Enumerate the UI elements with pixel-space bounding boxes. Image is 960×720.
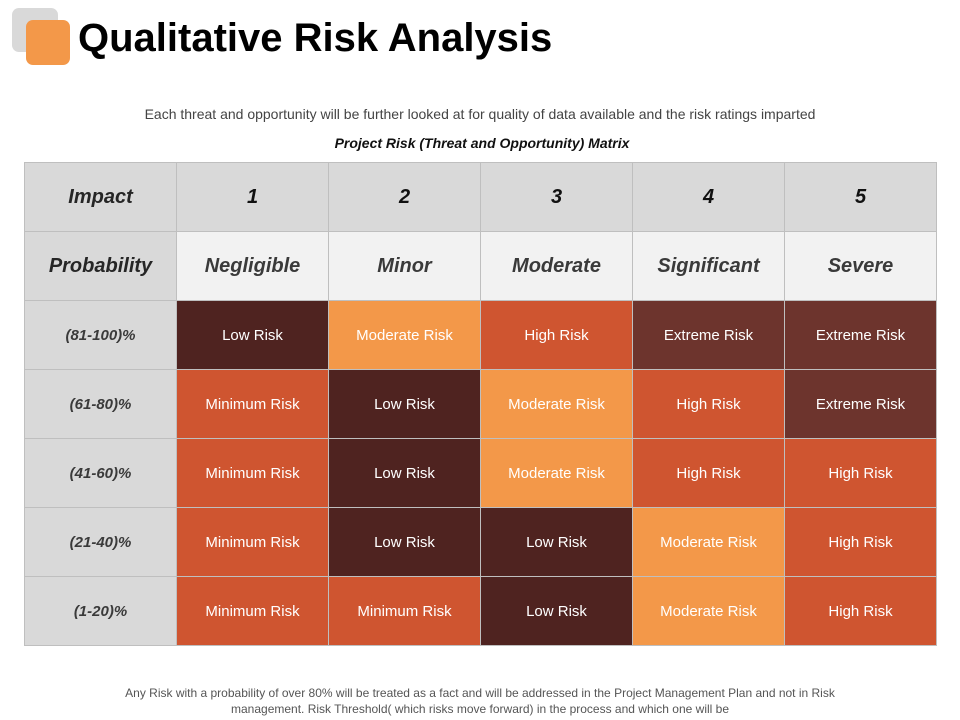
impact-number-4: 4 (632, 162, 785, 232)
risk-cell: High Risk (632, 369, 785, 439)
risk-cell: Extreme Risk (632, 300, 785, 370)
probability-range: (81-100)% (24, 300, 177, 370)
page-title: Qualitative Risk Analysis (78, 16, 553, 60)
risk-cell: Low Risk (328, 369, 481, 439)
probability-label: Probability (24, 231, 177, 301)
impact-name-severe: Severe (784, 231, 937, 301)
risk-cell: High Risk (480, 300, 633, 370)
risk-cell: High Risk (784, 438, 937, 508)
impact-number-row: Impact 1 2 3 4 5 (24, 162, 937, 232)
risk-cell: Moderate Risk (328, 300, 481, 370)
risk-cell: Extreme Risk (784, 300, 937, 370)
risk-cell: High Risk (632, 438, 785, 508)
probability-row-21-40: (21-40)% Minimum Risk Low Risk Low Risk … (24, 507, 937, 577)
footer-line-1: Any Risk with a probability of over 80% … (125, 686, 835, 700)
impact-name-significant: Significant (632, 231, 785, 301)
risk-cell: Moderate Risk (480, 369, 633, 439)
risk-matrix-table: Impact 1 2 3 4 5 Probability Negligible … (24, 162, 937, 646)
probability-row-41-60: (41-60)% Minimum Risk Low Risk Moderate … (24, 438, 937, 508)
risk-cell: Low Risk (328, 507, 481, 577)
risk-cell: Low Risk (176, 300, 329, 370)
probability-row-81-100: (81-100)% Low Risk Moderate Risk High Ri… (24, 300, 937, 370)
impact-name-negligible: Negligible (176, 231, 329, 301)
risk-cell: Moderate Risk (480, 438, 633, 508)
impact-number-3: 3 (480, 162, 633, 232)
impact-number-1: 1 (176, 162, 329, 232)
risk-cell: Minimum Risk (328, 576, 481, 646)
footer-line-2: management. Risk Threshold( which risks … (231, 702, 729, 716)
footer-note: Any Risk with a probability of over 80% … (70, 685, 890, 717)
risk-cell: Moderate Risk (632, 576, 785, 646)
probability-row-1-20: (1-20)% Minimum Risk Minimum Risk Low Ri… (24, 576, 937, 646)
risk-cell: Minimum Risk (176, 369, 329, 439)
probability-range: (21-40)% (24, 507, 177, 577)
risk-cell: Low Risk (480, 507, 633, 577)
probability-range: (1-20)% (24, 576, 177, 646)
risk-cell: Low Risk (328, 438, 481, 508)
matrix-title: Project Risk (Threat and Opportunity) Ma… (334, 135, 630, 151)
page-subtitle: Each threat and opportunity will be furt… (144, 106, 816, 122)
risk-cell: Extreme Risk (784, 369, 937, 439)
risk-cell: Minimum Risk (176, 507, 329, 577)
probability-range: (61-80)% (24, 369, 177, 439)
impact-name-minor: Minor (328, 231, 481, 301)
impact-number-2: 2 (328, 162, 481, 232)
risk-cell: Low Risk (480, 576, 633, 646)
logo-square-front (26, 20, 70, 65)
impact-name-row: Probability Negligible Minor Moderate Si… (24, 231, 937, 301)
risk-cell: Minimum Risk (176, 576, 329, 646)
risk-cell: Moderate Risk (632, 507, 785, 577)
risk-cell: High Risk (784, 507, 937, 577)
impact-name-moderate: Moderate (480, 231, 633, 301)
impact-number-5: 5 (784, 162, 937, 232)
impact-label: Impact (24, 162, 177, 232)
risk-cell: High Risk (784, 576, 937, 646)
probability-range: (41-60)% (24, 438, 177, 508)
probability-row-61-80: (61-80)% Minimum Risk Low Risk Moderate … (24, 369, 937, 439)
risk-cell: Minimum Risk (176, 438, 329, 508)
